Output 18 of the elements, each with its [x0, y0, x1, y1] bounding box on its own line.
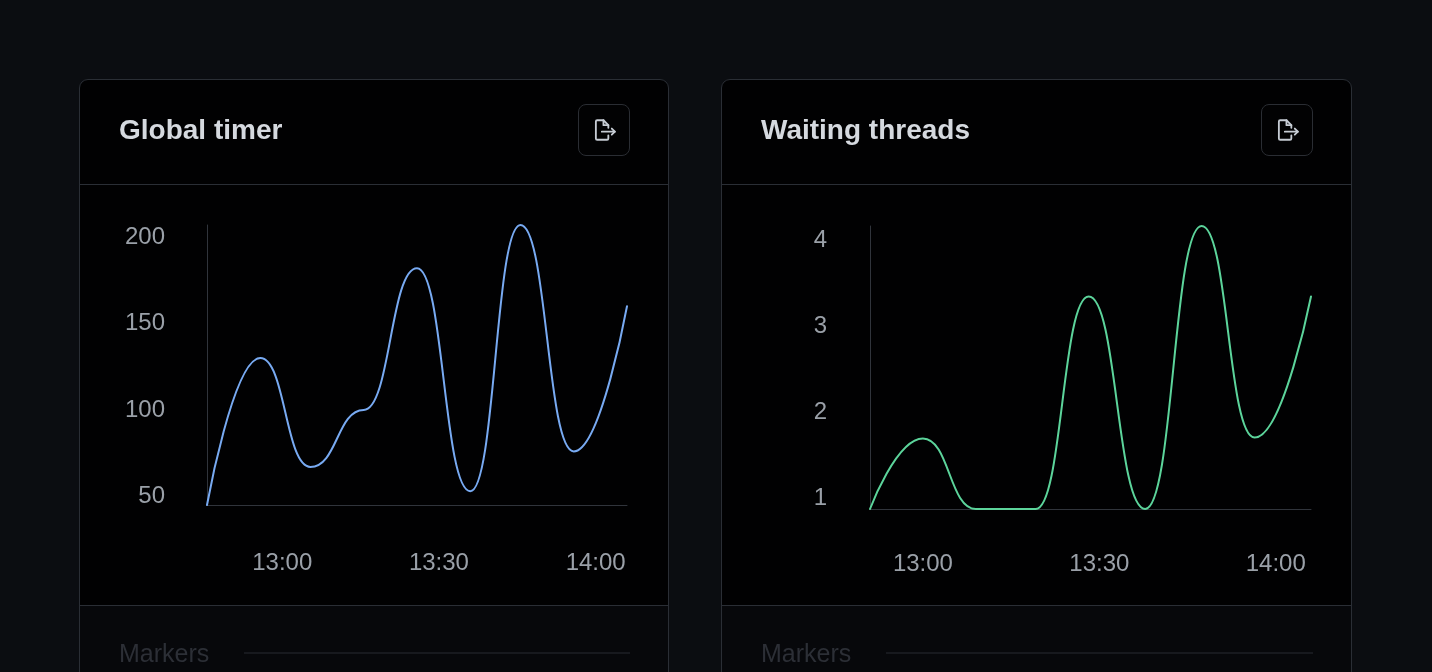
- y-tick-label: 50: [138, 481, 165, 509]
- y-tick-label: 100: [124, 394, 165, 422]
- y-tick-label: 4: [813, 224, 827, 252]
- y-tick-label: 200: [124, 221, 165, 249]
- y-tick-label: 1: [813, 482, 827, 510]
- y-tick-label: 150: [124, 308, 165, 336]
- y-tick-label: 3: [813, 310, 827, 338]
- y-tick-label: 2: [813, 396, 827, 424]
- x-tick-label: 14:00: [565, 547, 626, 575]
- x-tick-label: 13:00: [892, 548, 953, 576]
- x-tick-label: 13:30: [1069, 548, 1130, 576]
- line-series: [206, 224, 628, 506]
- chart-title: Global timer: [119, 114, 283, 146]
- chart-title: Waiting threads: [761, 114, 970, 146]
- line-series: [869, 225, 1312, 510]
- x-tick-label: 14:00: [1245, 548, 1306, 576]
- x-tick-label: 13:00: [252, 547, 313, 575]
- x-tick-label: 13:30: [408, 547, 469, 575]
